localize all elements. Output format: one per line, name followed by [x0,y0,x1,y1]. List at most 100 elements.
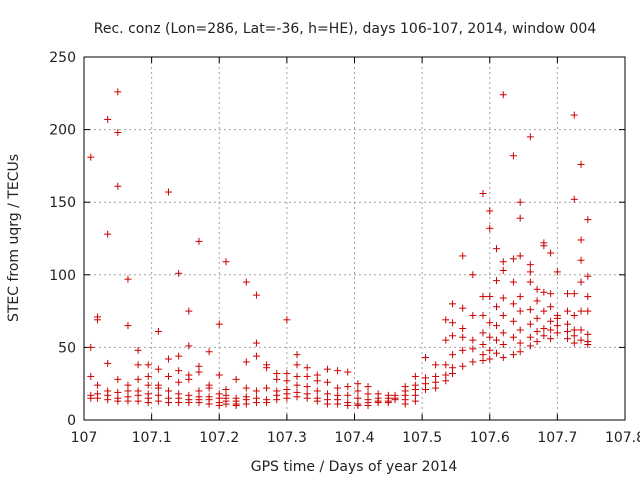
data-point [493,303,501,311]
data-point [323,365,331,373]
data-point [344,383,352,391]
data-point [215,371,223,379]
data-point [222,400,230,408]
data-point [577,278,585,286]
data-point [516,307,524,315]
data-point [540,325,548,333]
x-axis-label: GPS time / Days of year 2014 [251,459,458,475]
data-point [459,333,467,341]
data-point [526,261,534,269]
data-point [205,348,213,356]
data-point [577,307,585,315]
data-point [499,266,507,274]
data-point [144,361,152,369]
data-point [313,397,321,405]
data-point [469,271,477,279]
data-point [540,307,548,315]
data-point [509,278,517,286]
data-point [185,307,193,315]
data-point [154,327,162,335]
data-point [499,311,507,319]
data-point [134,397,142,405]
data-point [570,332,578,340]
data-point [354,387,362,395]
y-tick-label: 100 [49,268,76,284]
data-point [293,393,301,401]
data-point [547,317,555,325]
axis-ticks: 107 107.1 107.2 107.3 107.4 107.5 107.6 107.7 10… [49,50,640,446]
data-point [533,327,541,335]
data-point [526,306,534,314]
data-point [134,361,142,369]
data-point [391,396,399,404]
data-point [242,400,250,408]
data-point [553,329,561,337]
data-point [449,332,457,340]
data-point [509,255,517,263]
y-tick-label: 0 [67,413,76,429]
data-point [584,307,592,315]
data-point [104,230,112,238]
data-point [205,384,213,392]
data-point [303,383,311,391]
data-point [252,291,260,299]
data-point [344,401,352,409]
y-tick-label: 250 [49,50,76,66]
data-point [344,391,352,399]
data-point [273,375,281,383]
data-point [422,354,430,362]
data-point [323,378,331,386]
data-point [547,249,555,257]
data-point [479,356,487,364]
data-point [486,293,494,301]
data-point [469,358,477,366]
data-point [344,368,352,376]
x-tick-label: 107 [71,430,98,446]
data-point [584,272,592,280]
data-point [94,316,102,324]
plot-frame [83,56,626,421]
data-point [165,188,173,196]
data-point [195,237,203,245]
data-point [185,399,193,407]
data-point [499,354,507,362]
data-point [479,311,487,319]
data-point [570,339,578,347]
data-point [185,375,193,383]
x-tick-label: 107.3 [267,430,307,446]
data-point [252,352,260,360]
data-point [553,268,561,276]
data-point [509,333,517,341]
data-point [442,316,450,324]
data-point [114,375,122,383]
data-point [584,216,592,224]
data-point [526,342,534,350]
data-point [273,396,281,404]
data-point [401,400,409,408]
x-tick-label: 107.2 [199,430,239,446]
data-point [195,399,203,407]
data-point [442,377,450,385]
data-point [449,370,457,378]
data-point [459,252,467,260]
data-point [547,326,555,334]
data-point [114,129,122,137]
data-point [215,320,223,328]
data-point [263,384,271,392]
data-point [442,336,450,344]
data-point [303,364,311,372]
data-point [263,399,271,407]
data-point [252,399,260,407]
data-point [303,372,311,380]
data-point [564,307,572,315]
data-point [154,365,162,373]
data-point [114,88,122,96]
data-point [516,326,524,334]
data-point [499,258,507,266]
data-point [486,207,494,215]
data-point [516,198,524,206]
data-point [242,384,250,392]
data-point [283,377,291,385]
data-point [577,326,585,334]
data-point [570,195,578,203]
